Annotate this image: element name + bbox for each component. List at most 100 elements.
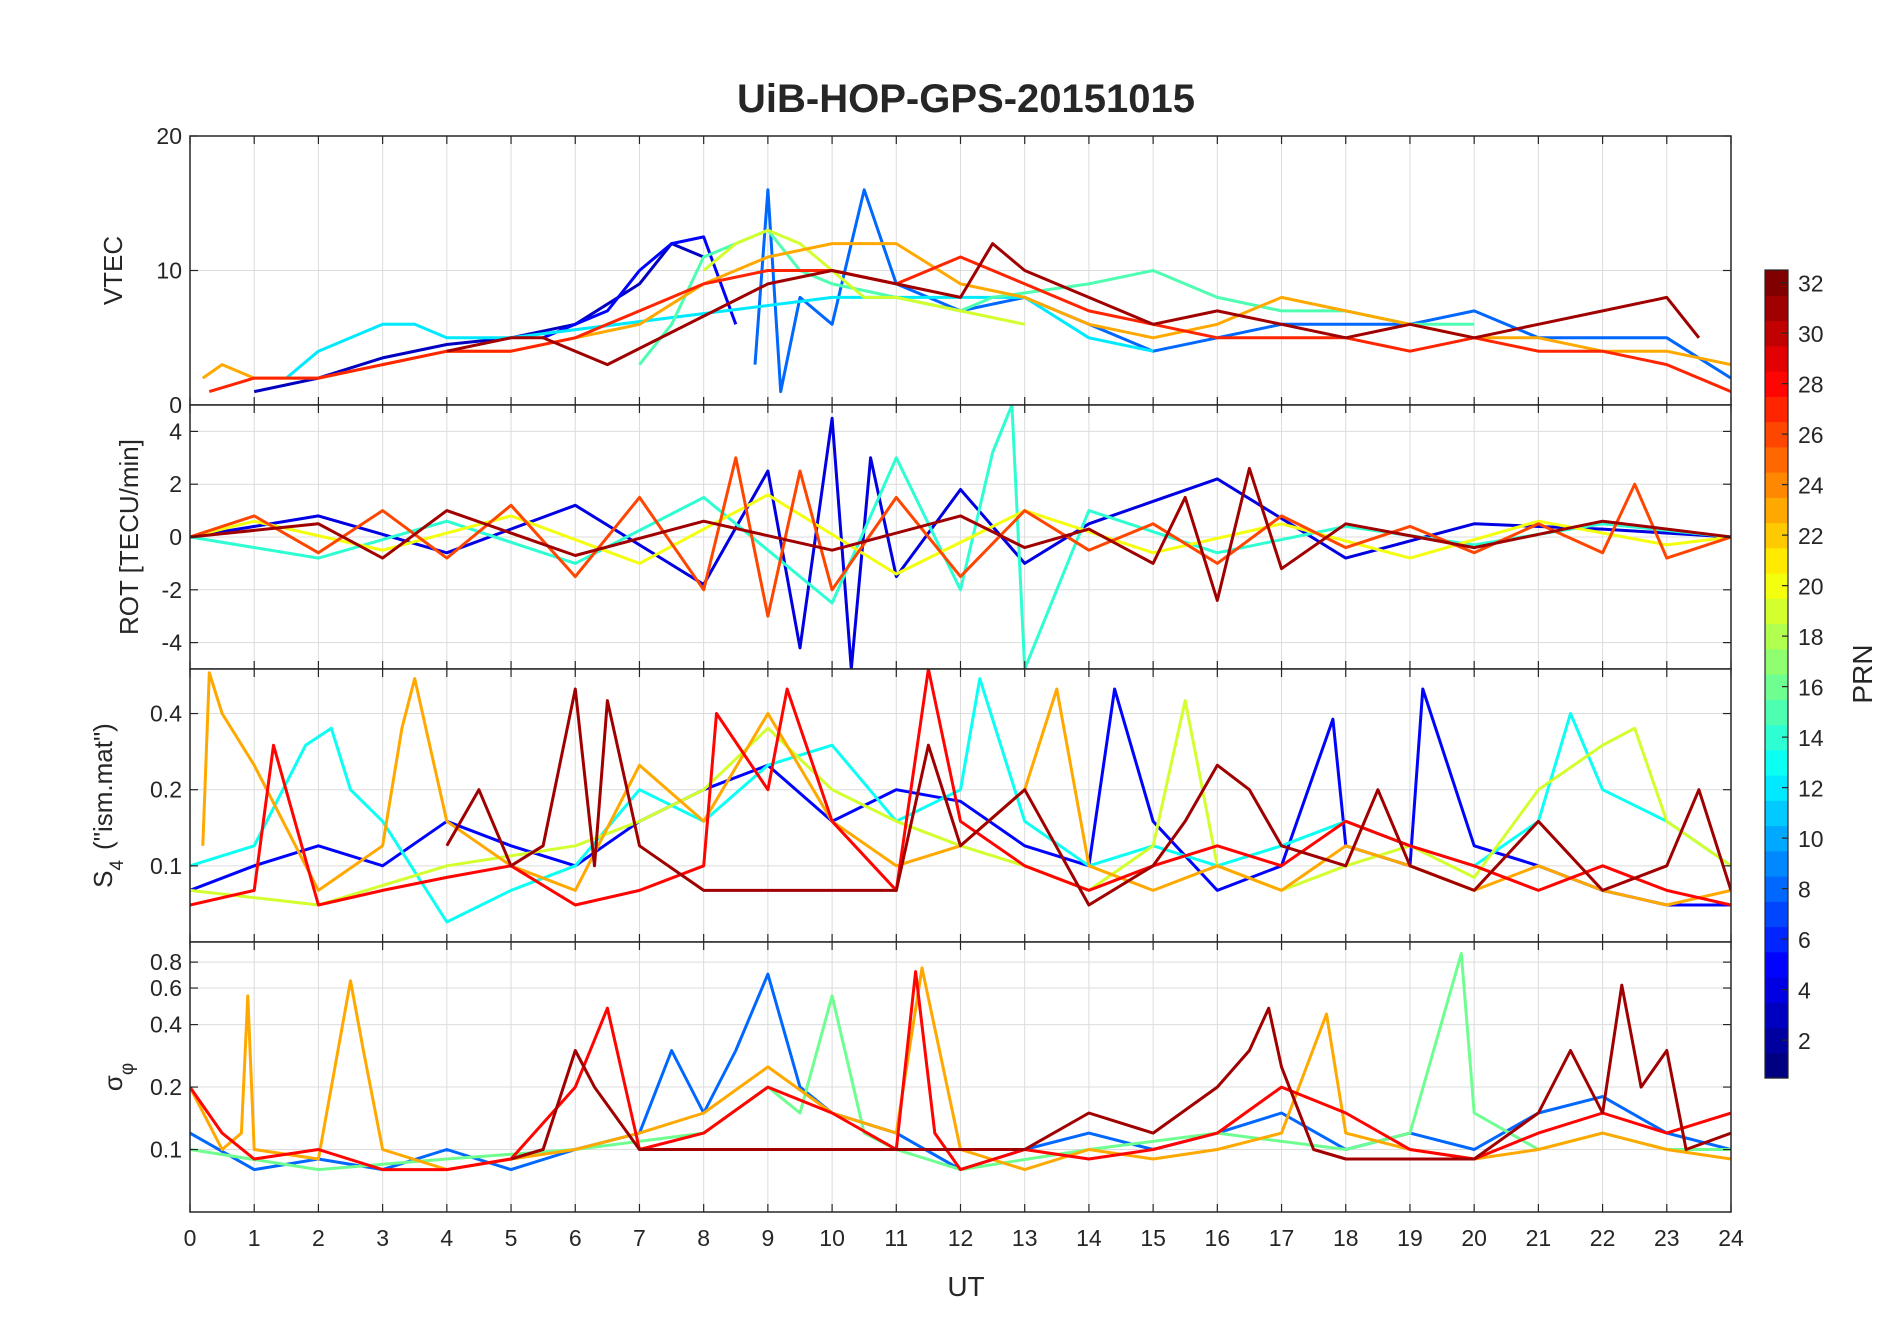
colorbar-segment — [1765, 674, 1788, 700]
colorbar-segment — [1765, 573, 1788, 599]
colorbar-tick-label: 14 — [1798, 725, 1824, 751]
x-tick-label: 24 — [1718, 1225, 1744, 1251]
x-tick-label: 1 — [248, 1225, 261, 1251]
colorbar-segment — [1765, 547, 1788, 574]
x-tick-label: 15 — [1140, 1225, 1166, 1251]
y-tick-label: 0 — [169, 524, 182, 550]
x-tick-label: 18 — [1333, 1225, 1359, 1251]
x-tick-label: 6 — [569, 1225, 582, 1251]
colorbar-segment — [1765, 295, 1788, 322]
colorbar-tick-label: 18 — [1798, 624, 1824, 650]
y-axis-label: σφ — [98, 1063, 138, 1091]
x-tick-label: 23 — [1654, 1225, 1680, 1251]
y-tick-label: 0 — [169, 392, 182, 418]
colorbar-segment — [1765, 623, 1788, 650]
series-prn-31 — [510, 983, 1731, 1161]
x-tick-label: 7 — [633, 1225, 646, 1251]
x-tick-label: 0 — [184, 1225, 197, 1251]
colorbar-segment — [1765, 850, 1788, 877]
colorbar-segment — [1765, 1027, 1788, 1054]
colorbar-segment — [1765, 977, 1788, 1003]
x-tick-label: 16 — [1205, 1225, 1231, 1251]
series-group — [190, 669, 1731, 924]
colorbar-segment — [1765, 522, 1788, 549]
series-group — [190, 405, 1731, 669]
colorbar-frame — [1764, 269, 1789, 1079]
x-tick-label: 13 — [1012, 1225, 1038, 1251]
colorbar-segment — [1765, 724, 1788, 751]
colorbar-segment — [1765, 1002, 1788, 1029]
colorbar-segment — [1765, 1052, 1788, 1079]
panel-sigma: 0.1 0.2 0.4 0.60.8 σφ — [98, 941, 1732, 1213]
y-tick-label: -4 — [162, 630, 183, 656]
x-tick-label: 19 — [1397, 1225, 1423, 1251]
x-tick-label: 5 — [505, 1225, 518, 1251]
x-tick-label: 12 — [948, 1225, 974, 1251]
x-tick-label: 20 — [1461, 1225, 1487, 1251]
series-prn-31 — [445, 687, 1731, 907]
y-tick-label: 10 — [156, 258, 182, 284]
colorbar-segment — [1765, 497, 1788, 524]
x-tick-label: 11 — [884, 1225, 908, 1251]
panels: 0 10 20 VTEC -4 -2 0 2 4 ROT [TECU/min] 0.1 0.2 0.4 S… — [88, 123, 1732, 1213]
y-tick-label: 2 — [169, 471, 182, 497]
colorbar-segment — [1765, 699, 1788, 726]
colorbar-tick-label: 20 — [1798, 574, 1824, 600]
colorbar-tick-label: 4 — [1798, 978, 1811, 1004]
colorbar-segment — [1765, 901, 1788, 928]
colorbar-tick-label: 24 — [1798, 473, 1824, 499]
colorbar-tick-label: 2 — [1798, 1028, 1811, 1054]
colorbar-label: PRN — [1847, 644, 1878, 703]
colorbar-tick-label: 26 — [1798, 422, 1824, 448]
colorbar-tick-label: 32 — [1798, 271, 1824, 297]
colorbar-segment — [1765, 598, 1788, 625]
colorbar-segment — [1765, 371, 1788, 397]
y-tick-label: 4 — [169, 418, 182, 444]
y-tick-label: 0.2 — [150, 1074, 182, 1100]
colorbar-segment — [1765, 775, 1788, 801]
x-axis-label: UT — [947, 1271, 984, 1302]
series-prn-28 — [190, 970, 1731, 1172]
colorbar-segment — [1765, 876, 1788, 902]
panel-rot: -4 -2 0 2 4 ROT [TECU/min] — [114, 404, 1732, 670]
y-tick-label: 0.2 — [150, 777, 182, 803]
colorbar-segment — [1765, 320, 1788, 347]
x-tick-label: 17 — [1269, 1225, 1295, 1251]
colorbar-segment — [1765, 270, 1788, 296]
colorbar-segment — [1765, 800, 1788, 827]
colorbar-tick-label: 30 — [1798, 321, 1824, 347]
colorbar-tick-label: 22 — [1798, 523, 1824, 549]
colorbar-segment — [1765, 648, 1788, 675]
panel-s4: 0.1 0.2 0.4 S4("ism.mat") — [88, 668, 1732, 943]
series-prn-13 — [190, 677, 1731, 924]
y-tick-label: 0.4 — [150, 1012, 182, 1038]
y-axis-label: VTEC — [98, 236, 128, 305]
series-prn-23 — [190, 966, 1731, 1172]
panel-vtec: 0 10 20 VTEC — [98, 123, 1732, 418]
x-tick-label: 10 — [819, 1225, 845, 1251]
series-prn-20 — [190, 493, 1731, 576]
series-prn-12 — [285, 295, 1154, 380]
series-prn-26 — [190, 456, 1731, 618]
y-tick-label: 20 — [156, 123, 182, 149]
x-axis: 0 1 2 3 4 5 6 7 8 9 10 11 12 13 14 15 16 17 18 19 20 21 22 23 24 — [184, 1225, 1744, 1251]
colorbar-segment — [1765, 345, 1788, 372]
series-prn-5 — [542, 235, 738, 340]
x-tick-label: 3 — [376, 1225, 389, 1251]
x-tick-label: 22 — [1590, 1225, 1616, 1251]
y-tick-label: 0.8 — [150, 949, 182, 975]
x-tick-label: 4 — [440, 1225, 453, 1251]
x-tick-label: 14 — [1076, 1225, 1102, 1251]
colorbar-tick-label: 16 — [1798, 675, 1824, 701]
colorbar-segment — [1765, 472, 1788, 498]
y-tick-label: 0.1 — [150, 853, 182, 879]
colorbar-segment — [1765, 396, 1788, 423]
colorbar-tick-label: 12 — [1798, 776, 1824, 802]
colorbar-segment — [1765, 749, 1788, 776]
series-group — [201, 188, 1731, 394]
colorbar-tick-label: 10 — [1798, 826, 1824, 852]
series-prn-31 — [190, 466, 1731, 602]
colorbar-segment — [1765, 446, 1788, 473]
x-tick-label: 21 — [1526, 1225, 1552, 1251]
